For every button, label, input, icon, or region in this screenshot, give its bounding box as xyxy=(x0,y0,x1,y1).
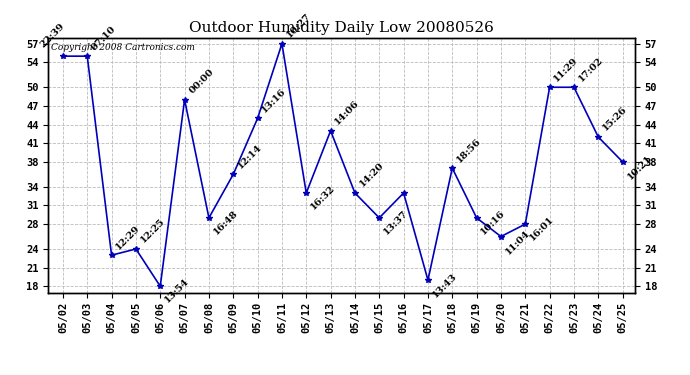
Text: 14:06: 14:06 xyxy=(333,99,362,127)
Text: 10:16: 10:16 xyxy=(480,208,507,236)
Text: 12:14: 12:14 xyxy=(236,142,264,170)
Text: 13:37: 13:37 xyxy=(382,208,410,236)
Text: 12:25: 12:25 xyxy=(139,217,166,245)
Text: 16:01: 16:01 xyxy=(528,214,556,242)
Text: 18:56: 18:56 xyxy=(455,136,483,164)
Text: 10:21: 10:21 xyxy=(625,153,653,182)
Text: 15:26: 15:26 xyxy=(601,105,629,133)
Text: 00:00: 00:00 xyxy=(188,67,216,96)
Text: 16:48: 16:48 xyxy=(212,208,239,236)
Text: 16:32: 16:32 xyxy=(309,183,337,211)
Text: 11:04: 11:04 xyxy=(504,228,531,256)
Title: Outdoor Humidity Daily Low 20080526: Outdoor Humidity Daily Low 20080526 xyxy=(189,21,494,35)
Text: 17:02: 17:02 xyxy=(577,55,604,83)
Text: 13:54: 13:54 xyxy=(163,276,191,304)
Text: 13:43: 13:43 xyxy=(431,272,459,300)
Text: 14:20: 14:20 xyxy=(357,161,386,189)
Text: 12:29: 12:29 xyxy=(115,223,142,251)
Text: Copyright 2008 Cartronics.com: Copyright 2008 Cartronics.com xyxy=(51,43,195,52)
Text: 22:39: 22:39 xyxy=(38,21,66,49)
Text: 13:16: 13:16 xyxy=(260,86,288,114)
Text: 10:27: 10:27 xyxy=(285,12,313,39)
Text: 11:29: 11:29 xyxy=(553,56,580,83)
Text: 07:10: 07:10 xyxy=(90,24,118,52)
